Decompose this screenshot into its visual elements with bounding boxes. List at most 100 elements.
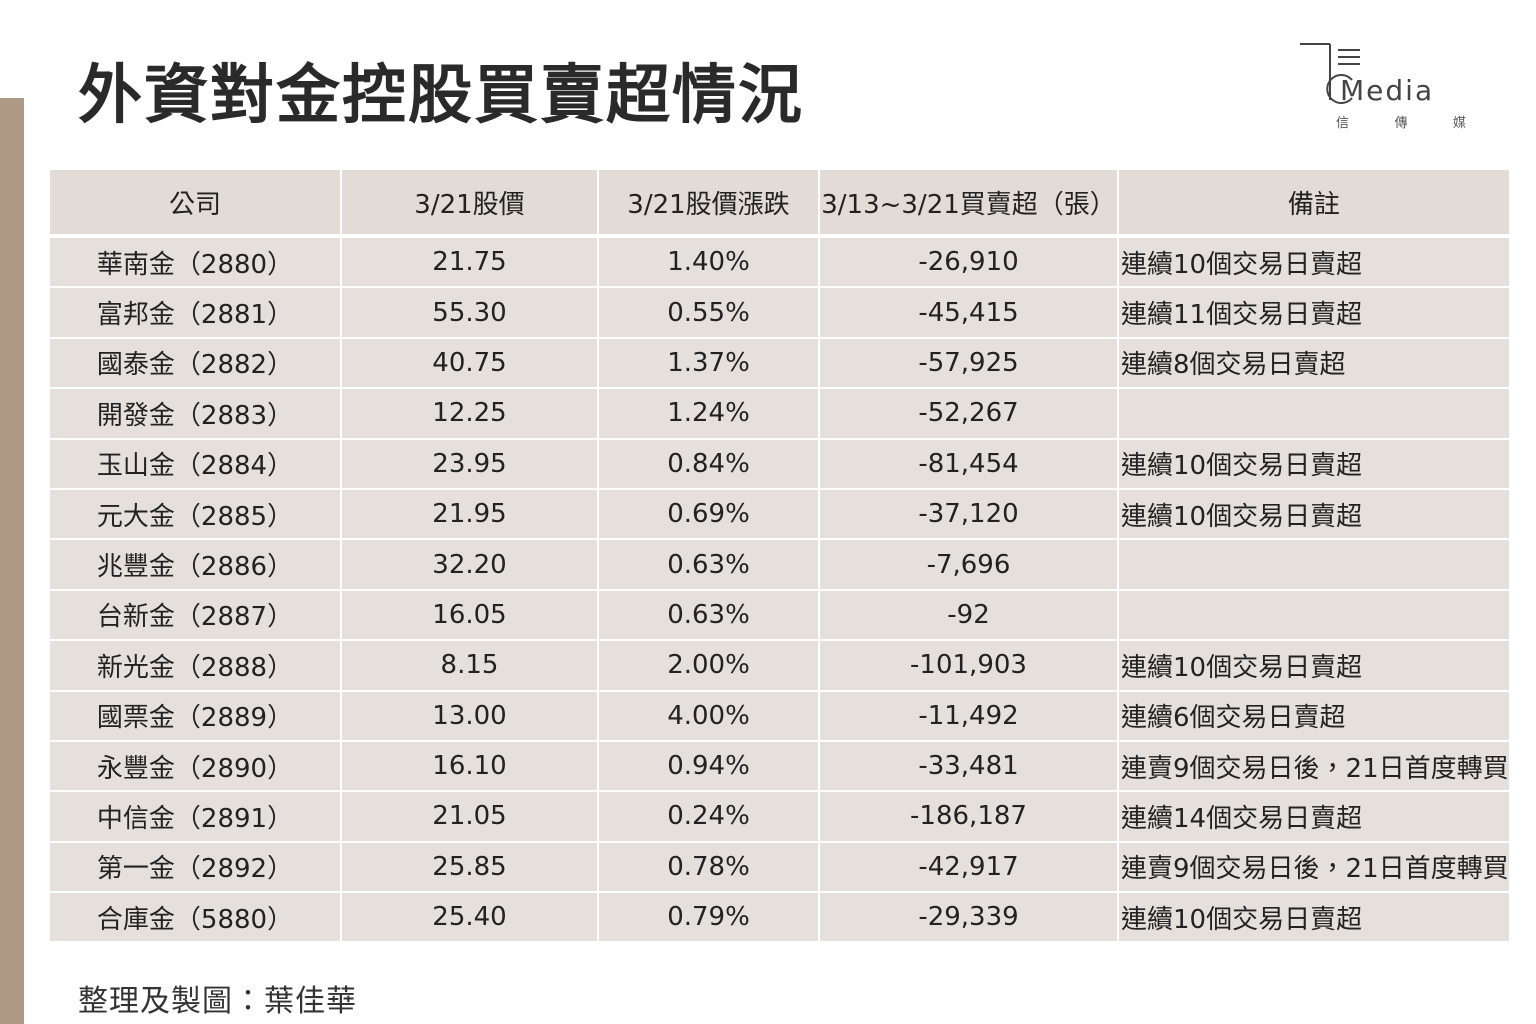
table-cell: -11,492 — [820, 691, 1117, 740]
header-cell: 3/21股價漲跌 — [599, 170, 818, 236]
table-cell: 21.75 — [342, 238, 597, 287]
table-row: 國泰金（2882） 40.75 1.37% -57,925 連續8個交易日賣超 — [50, 338, 1509, 388]
table-cell: 連續6個交易日賣超 — [1119, 691, 1509, 740]
table-row: 國票金（2889） 13.00 4.00% -11,492 連續6個交易日賣超 — [50, 691, 1509, 740]
header-row: 公司 3/21股價 3/21股價漲跌 3/13~3/21買賣超（張） 備註 — [50, 170, 1509, 236]
side-bar — [0, 98, 24, 1024]
table-cell: 1.37% — [599, 338, 818, 388]
table-row: 元大金（2885） 21.95 0.69% -37,120 連續10個交易日賣超 — [50, 489, 1509, 539]
table-row: 第一金（2892） 25.85 0.78% -42,917 連賣9個交易日後，21日首度… — [50, 842, 1509, 892]
table-cell: -81,454 — [820, 439, 1117, 488]
table-cell: 玉山金（2884） — [50, 439, 340, 488]
table-cell: 0.24% — [599, 792, 818, 841]
table-row: 開發金（2883） 12.25 1.24% -52,267 — [50, 389, 1509, 438]
table-cell: -33,481 — [820, 741, 1117, 791]
table-cell: 連續10個交易日賣超 — [1119, 641, 1509, 690]
table-cell: 0.69% — [599, 489, 818, 539]
table-cell: 0.63% — [599, 540, 818, 589]
table-cell — [1119, 389, 1509, 438]
table-cell: 8.15 — [342, 641, 597, 690]
table-cell: 0.84% — [599, 439, 818, 488]
table-cell: 4.00% — [599, 691, 818, 740]
header-cell: 公司 — [50, 170, 340, 236]
table-cell: 新光金（2888） — [50, 641, 340, 690]
table-cell: 台新金（2887） — [50, 590, 340, 640]
table-cell: 連續10個交易日賣超 — [1119, 238, 1509, 287]
table-cell: 連續10個交易日賣超 — [1119, 439, 1509, 488]
table-cell: -45,415 — [820, 288, 1117, 337]
logo-chars: 信傳媒 — [1336, 112, 1466, 131]
table-cell: -7,696 — [820, 540, 1117, 589]
table-cell: 合庫金（5880） — [50, 893, 340, 942]
table-cell: 連續10個交易日賣超 — [1119, 489, 1509, 539]
table-cell: 0.94% — [599, 741, 818, 791]
table-cell: 40.75 — [342, 338, 597, 388]
table-cell: 32.20 — [342, 540, 597, 589]
table-cell — [1119, 590, 1509, 640]
table-cell: 16.10 — [342, 741, 597, 791]
table-cell: 1.24% — [599, 389, 818, 438]
table-cell: -29,339 — [820, 893, 1117, 942]
table-row: 合庫金（5880） 25.40 0.79% -29,339 連續10個交易日賣超 — [50, 893, 1509, 942]
header-cell: 備註 — [1119, 170, 1509, 236]
table-cell: 13.00 — [342, 691, 597, 740]
table-cell: 21.05 — [342, 792, 597, 841]
table-cell: -92 — [820, 590, 1117, 640]
table-cell: 25.40 — [342, 893, 597, 942]
title: 外資對金控股買賣超情況 — [78, 59, 804, 133]
table-cell: 25.85 — [342, 842, 597, 892]
table-cell: 國票金（2889） — [50, 691, 340, 740]
table-cell: 連續10個交易日賣超 — [1119, 893, 1509, 942]
table-row: 兆豐金（2886） 32.20 0.63% -7,696 — [50, 540, 1509, 589]
table-cell: 連賣9個交易日後，21日首度轉買 — [1119, 741, 1509, 791]
table-cell: 連續14個交易日賣超 — [1119, 792, 1509, 841]
table-row: 永豐金（2890） 16.10 0.94% -33,481 連賣9個交易日後，21日首度… — [50, 741, 1509, 791]
table-cell: -101,903 — [820, 641, 1117, 690]
table-cell: 永豐金（2890） — [50, 741, 340, 791]
header-cell: 3/13~3/21買賣超（張） — [820, 170, 1117, 236]
table-cell: 55.30 — [342, 288, 597, 337]
table-cell: 第一金（2892） — [50, 842, 340, 892]
table-cell: 23.95 — [342, 439, 597, 488]
table-row: 台新金（2887） 16.05 0.63% -92 — [50, 590, 1509, 640]
table-cell: -52,267 — [820, 389, 1117, 438]
table-cell: -42,917 — [820, 842, 1117, 892]
table-cell: -57,925 — [820, 338, 1117, 388]
table-cell: 0.63% — [599, 590, 818, 640]
table-row: 中信金（2891） 21.05 0.24% -186,187 連續14個交易日賣超 — [50, 792, 1509, 841]
table-cell: 國泰金（2882） — [50, 338, 340, 388]
table-cell: 開發金（2883） — [50, 389, 340, 438]
table-cell: 連續8個交易日賣超 — [1119, 338, 1509, 388]
logo-name: Media — [1340, 74, 1435, 107]
table-cell: 連賣9個交易日後，21日首度轉買 — [1119, 842, 1509, 892]
logo-char: 傳 — [1394, 116, 1408, 131]
table-cell: 2.00% — [599, 641, 818, 690]
table-cell: 16.05 — [342, 590, 597, 640]
table-cell: -186,187 — [820, 792, 1117, 841]
table-cell: 富邦金（2881） — [50, 288, 340, 337]
table-cell: 0.79% — [599, 893, 818, 942]
table-cell: 12.25 — [342, 389, 597, 438]
table-cell: 0.55% — [599, 288, 818, 337]
table-row: 富邦金（2881） 55.30 0.55% -45,415 連續11個交易日賣超 — [50, 288, 1509, 337]
logo: Media 信 傳 媒 — [1300, 40, 1470, 131]
table-cell: 21.95 — [342, 489, 597, 539]
table-cell — [1119, 540, 1509, 589]
table-cell: 1.40% — [599, 238, 818, 287]
table-cell: 兆豐金（2886） — [50, 540, 340, 589]
table-cell: 華南金（2880） — [50, 238, 340, 287]
table-row: 華南金（2880） 21.75 1.40% -26,910 連續10個交易日賣超 — [50, 238, 1509, 287]
logo-char: 媒 — [1452, 116, 1466, 131]
table-cell: -37,120 — [820, 489, 1117, 539]
header-cell: 3/21股價 — [342, 170, 597, 236]
logo-mark — [1300, 43, 1360, 104]
logo-char: 信 — [1336, 116, 1350, 131]
table-cell: 0.78% — [599, 842, 818, 892]
table-cell: 中信金（2891） — [50, 792, 340, 841]
data-table: 公司 3/21股價 3/21股價漲跌 3/13~3/21買賣超（張） 備註 華南金（288… — [48, 168, 1511, 943]
table-cell: -26,910 — [820, 238, 1117, 287]
table-cell: 連續11個交易日賣超 — [1119, 288, 1509, 337]
table-row: 玉山金（2884） 23.95 0.84% -81,454 連續10個交易日賣超 — [50, 439, 1509, 488]
